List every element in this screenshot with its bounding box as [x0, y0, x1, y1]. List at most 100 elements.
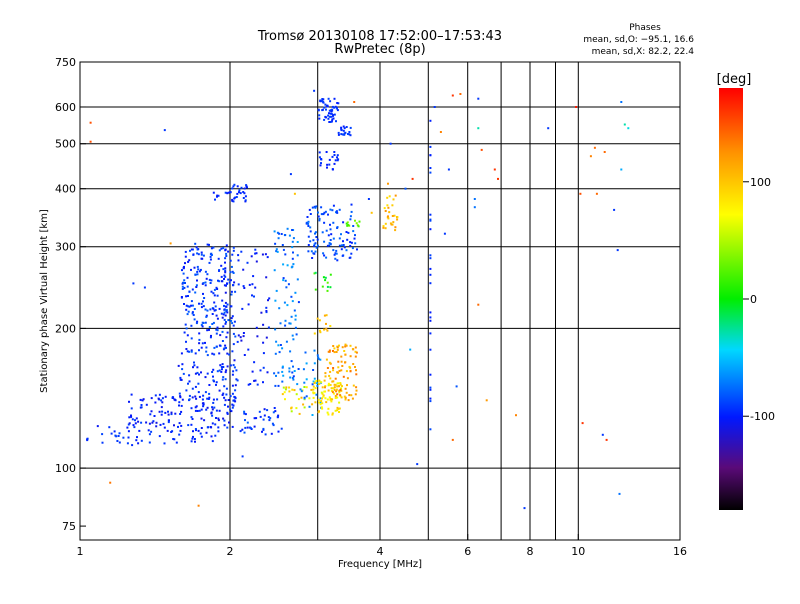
data-point — [187, 305, 190, 308]
x-tick-label: 8 — [527, 545, 534, 558]
data-point — [135, 439, 138, 442]
data-point — [387, 206, 390, 209]
data-point — [235, 369, 238, 372]
data-point — [261, 430, 263, 433]
data-point — [320, 158, 323, 160]
data-point — [167, 421, 170, 424]
data-point — [295, 333, 298, 336]
data-point — [239, 430, 242, 433]
data-point — [273, 407, 276, 409]
data-point — [231, 406, 234, 409]
data-point — [188, 374, 191, 377]
data-point — [313, 245, 316, 248]
data-point — [140, 439, 143, 442]
data-point — [318, 156, 321, 159]
data-point — [223, 396, 226, 399]
data-point — [225, 309, 228, 312]
data-point — [231, 322, 234, 325]
data-point — [188, 305, 191, 308]
data-point — [312, 396, 315, 399]
data-point — [159, 423, 162, 426]
data-point — [337, 131, 340, 134]
data-point — [244, 426, 247, 429]
data-point — [291, 229, 294, 231]
data-point — [313, 332, 316, 335]
data-point — [161, 410, 164, 413]
data-point — [190, 324, 193, 327]
data-point — [326, 281, 329, 284]
data-point — [96, 425, 99, 428]
data-point — [223, 284, 226, 287]
data-point — [274, 328, 277, 331]
data-point — [329, 286, 332, 289]
data-point — [200, 371, 202, 374]
data-point — [281, 347, 284, 350]
data-point — [218, 352, 221, 355]
data-point — [314, 250, 317, 253]
data-point — [187, 310, 190, 313]
data-point — [218, 389, 221, 392]
data-point — [332, 114, 334, 117]
data-point — [308, 405, 311, 408]
data-point — [238, 191, 240, 194]
data-point — [182, 272, 185, 275]
data-point — [480, 148, 483, 151]
x-tick-label: 10 — [571, 545, 585, 558]
data-point — [320, 206, 323, 209]
data-point — [153, 415, 156, 417]
data-point — [429, 257, 432, 260]
data-point — [213, 353, 216, 356]
data-point — [392, 221, 395, 224]
data-point — [293, 389, 296, 392]
data-point — [330, 120, 333, 123]
data-point — [196, 279, 198, 282]
data-point — [225, 252, 228, 255]
data-point — [326, 104, 329, 107]
data-point — [236, 379, 239, 382]
y-tick-label: 750 — [55, 56, 76, 69]
data-point — [236, 192, 239, 195]
data-point — [326, 398, 329, 401]
data-point — [180, 378, 183, 381]
data-point — [315, 393, 318, 396]
data-point — [226, 365, 229, 368]
data-point — [218, 369, 221, 372]
data-point — [248, 283, 251, 286]
data-point — [245, 184, 248, 187]
data-point — [244, 419, 246, 422]
data-point — [352, 384, 355, 387]
data-point — [262, 366, 265, 369]
y-axis-label: Stationary phase Virtual Height [km] — [39, 209, 50, 393]
data-point — [391, 215, 394, 217]
data-point — [210, 290, 213, 293]
data-point — [216, 294, 219, 297]
data-point — [212, 191, 215, 194]
data-point — [349, 355, 352, 358]
data-point — [202, 402, 205, 405]
data-point — [268, 297, 271, 300]
data-point — [223, 419, 226, 422]
data-point — [392, 198, 395, 201]
data-point — [328, 121, 331, 123]
data-point — [276, 415, 279, 418]
data-point — [325, 358, 328, 361]
data-point — [167, 413, 170, 416]
data-point — [285, 386, 288, 389]
data-point — [216, 398, 219, 401]
data-point — [293, 192, 296, 195]
data-point — [232, 272, 235, 274]
data-point — [231, 373, 234, 376]
data-point — [237, 283, 240, 286]
data-point — [311, 383, 314, 386]
data-point — [367, 198, 370, 200]
data-point — [130, 414, 132, 417]
data-point — [276, 250, 279, 253]
data-point — [303, 381, 306, 384]
data-point — [308, 397, 311, 400]
data-point — [221, 394, 224, 396]
data-point — [355, 222, 358, 225]
data-point — [240, 186, 243, 189]
data-point — [429, 332, 432, 335]
data-point — [226, 192, 229, 195]
data-point — [231, 198, 234, 201]
